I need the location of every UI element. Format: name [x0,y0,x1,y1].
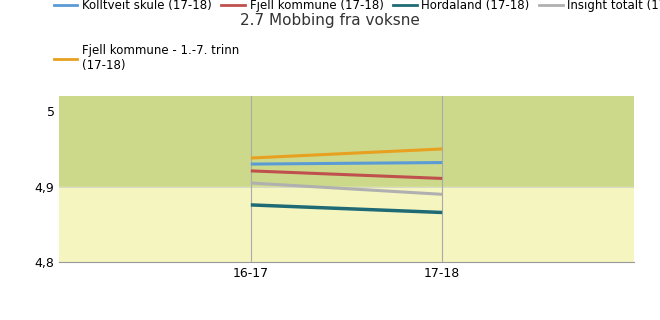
Bar [59,96,634,187]
Text: 2.7 Mobbing fra voksne: 2.7 Mobbing fra voksne [240,13,420,28]
Legend: Fjell kommune - 1.-7. trinn
(17-18): Fjell kommune - 1.-7. trinn (17-18) [54,44,240,72]
Bar [59,187,634,262]
